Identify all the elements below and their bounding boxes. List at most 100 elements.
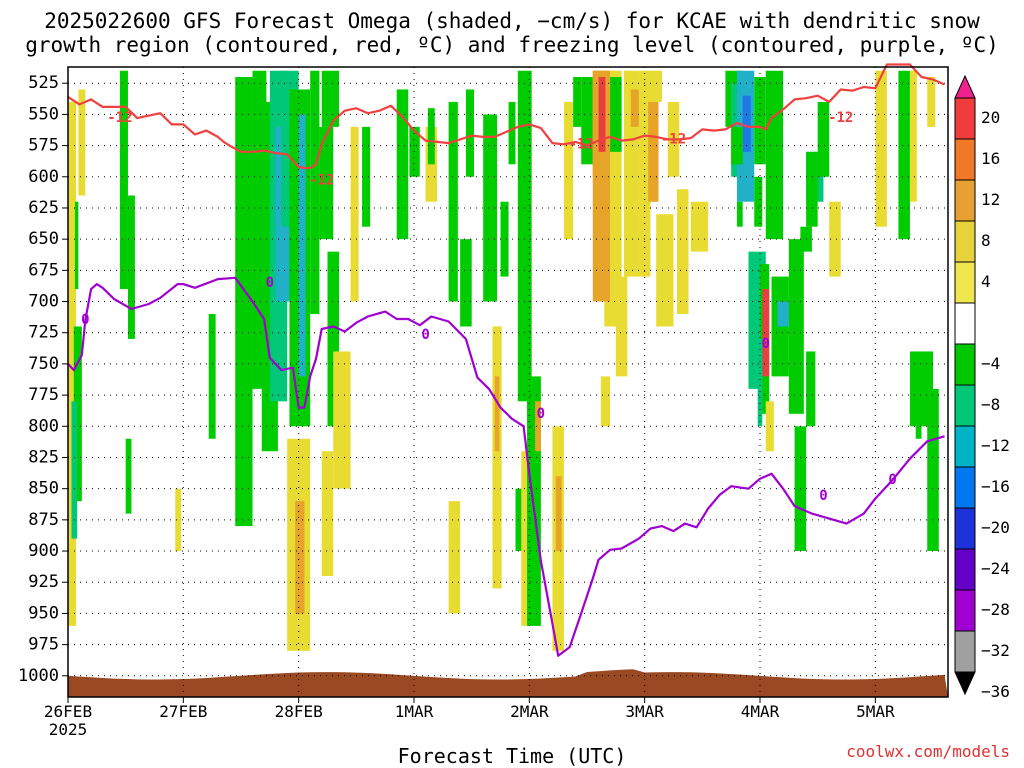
plot-frame bbox=[67, 66, 949, 698]
omega-patch bbox=[615, 276, 628, 377]
omega-patch bbox=[535, 401, 541, 452]
omega-patch bbox=[175, 488, 182, 552]
colorbar-band bbox=[954, 425, 976, 468]
omega-patch bbox=[598, 76, 606, 152]
colorbar-band bbox=[954, 589, 976, 632]
omega-patch bbox=[592, 70, 611, 302]
colorbar-label: −4 bbox=[981, 354, 1000, 373]
omega-patch bbox=[927, 388, 939, 552]
omega-patch bbox=[573, 76, 582, 127]
colorbar-band bbox=[954, 343, 976, 386]
colorbar-label: 8 bbox=[981, 231, 991, 250]
contour-0-line bbox=[67, 276, 945, 657]
omega-patch bbox=[927, 76, 936, 127]
contour-0-label: 0 bbox=[762, 336, 770, 352]
terrain-surface bbox=[68, 669, 948, 697]
colorbar-band bbox=[954, 138, 976, 181]
y-tick-label: 600 bbox=[28, 167, 59, 187]
omega-patch bbox=[806, 351, 816, 427]
omega-patch bbox=[396, 89, 409, 240]
y-tick-label: 950 bbox=[28, 603, 59, 623]
omega-patch bbox=[71, 401, 78, 539]
contour-m12-label: -12 bbox=[828, 110, 853, 126]
omega-patch bbox=[68, 101, 77, 626]
y-tick-label: 925 bbox=[28, 572, 59, 592]
contour-0-label: 0 bbox=[888, 472, 896, 488]
colorbar-band bbox=[954, 97, 976, 140]
omega-patch bbox=[777, 301, 789, 327]
omega-patch bbox=[78, 89, 86, 196]
omega-patch bbox=[321, 70, 340, 127]
omega-patch bbox=[757, 338, 763, 427]
colorbar-label: 4 bbox=[981, 272, 991, 291]
omega-patch bbox=[73, 326, 82, 502]
colorbar-band bbox=[954, 179, 976, 222]
omega-patch bbox=[638, 70, 651, 277]
omega-patch bbox=[74, 201, 79, 290]
omega-patch bbox=[333, 351, 351, 489]
y-tick-label: 650 bbox=[28, 229, 59, 249]
contour-m12-label: -12 bbox=[661, 131, 686, 147]
omega-patch bbox=[676, 189, 689, 315]
omega-patch bbox=[806, 151, 818, 227]
colorbar-label: −12 bbox=[981, 436, 1010, 455]
y-tick-label: 825 bbox=[28, 447, 59, 467]
omega-patch bbox=[731, 126, 743, 165]
contour-layer: -12 -12 -12 -12 -12 0 0 0 0 0 0 0 bbox=[67, 63, 945, 657]
colorbar-band bbox=[954, 630, 976, 673]
omega-patch bbox=[119, 70, 128, 290]
omega-patch bbox=[765, 401, 774, 452]
omega-patch bbox=[500, 201, 509, 277]
omega-patch bbox=[310, 70, 320, 315]
omega-patch bbox=[656, 214, 674, 327]
chart-title-line1: 2025022600 GFS Forecast Omega (shaded, −… bbox=[44, 9, 980, 33]
omega-patch bbox=[754, 76, 766, 165]
y-tick-label: 875 bbox=[28, 510, 59, 530]
omega-patch bbox=[508, 101, 516, 165]
colorbar-label: −20 bbox=[981, 518, 1010, 537]
omega-patch bbox=[630, 89, 639, 127]
y-tick-label: 525 bbox=[28, 73, 59, 93]
x-tick-label: 2MAR bbox=[510, 702, 549, 721]
omega-patch bbox=[448, 101, 458, 302]
colorbar-bottom-arrow bbox=[954, 671, 976, 696]
omega-patch bbox=[125, 438, 132, 514]
omega-patch bbox=[295, 501, 305, 614]
omega-patch bbox=[898, 70, 910, 240]
colorbar-label: −24 bbox=[981, 559, 1010, 578]
y-tick-label: 700 bbox=[28, 292, 59, 312]
omega-patch bbox=[742, 95, 751, 152]
colorbar-band bbox=[954, 220, 976, 263]
colorbar-label: −16 bbox=[981, 477, 1010, 496]
omega-patch bbox=[817, 101, 830, 177]
axes-layer: 525 550 575 600 625 650 675 700 725 750 775 800 825 8… bbox=[18, 66, 949, 739]
contour-0-label: 0 bbox=[266, 275, 274, 291]
colorbar-label: −8 bbox=[981, 395, 1000, 414]
x-tick-label: 4MAR bbox=[741, 702, 780, 721]
omega-patch bbox=[235, 76, 253, 527]
colorbar-label: 16 bbox=[981, 149, 1000, 168]
credit-text: coolwx.com/models bbox=[846, 742, 1010, 761]
omega-shading-layer bbox=[68, 70, 939, 651]
colorbar-label: −28 bbox=[981, 600, 1010, 619]
omega-patch bbox=[494, 376, 500, 452]
y-tick-label: 900 bbox=[28, 541, 59, 561]
colorbar-band bbox=[954, 302, 976, 345]
y-tick-label: 1000 bbox=[18, 666, 59, 686]
omega-patch bbox=[829, 201, 841, 277]
colorbar-band bbox=[954, 261, 976, 304]
y-tick-label: 750 bbox=[28, 354, 59, 374]
omega-patch bbox=[127, 195, 135, 339]
y-tick-label: 675 bbox=[28, 260, 59, 280]
omega-patch bbox=[517, 70, 532, 402]
omega-patch bbox=[362, 126, 371, 227]
omega-patch bbox=[492, 326, 502, 589]
colorbar-band bbox=[954, 507, 976, 550]
omega-patch bbox=[555, 476, 562, 552]
chart-title-line2: growth region (contoured, red, ºC) and f… bbox=[25, 33, 999, 57]
contour-m12-label: -12 bbox=[569, 136, 594, 152]
x-tick-label: 26FEB bbox=[44, 702, 92, 721]
x-tick-label: 27FEB bbox=[159, 702, 207, 721]
omega-patch bbox=[427, 108, 435, 165]
